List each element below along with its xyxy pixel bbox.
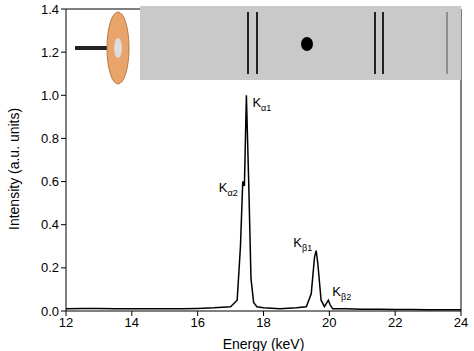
svg-text:1.4: 1.4 (41, 2, 59, 17)
svg-text:Kβ1: Kβ1 (293, 235, 312, 253)
svg-text:0.2: 0.2 (41, 260, 59, 275)
svg-text:Kβ2: Kβ2 (332, 284, 351, 302)
svg-text:18: 18 (256, 315, 270, 330)
svg-text:0.4: 0.4 (41, 217, 59, 232)
svg-text:0.8: 0.8 (41, 131, 59, 146)
svg-text:16: 16 (190, 315, 204, 330)
svg-text:22: 22 (388, 315, 402, 330)
svg-text:1.0: 1.0 (41, 88, 59, 103)
svg-text:0.6: 0.6 (41, 174, 59, 189)
svg-text:20: 20 (322, 315, 336, 330)
svg-text:Kα2: Kα2 (219, 180, 238, 198)
svg-text:14: 14 (125, 315, 139, 330)
svg-text:Energy (keV): Energy (keV) (223, 336, 305, 351)
svg-text:12: 12 (59, 315, 73, 330)
svg-text:0.0: 0.0 (41, 304, 59, 319)
svg-text:Kα1: Kα1 (252, 95, 271, 113)
svg-text:24: 24 (454, 315, 468, 330)
svg-text:Intensity (a.u. units): Intensity (a.u. units) (6, 108, 22, 230)
svg-text:1.2: 1.2 (41, 45, 59, 60)
